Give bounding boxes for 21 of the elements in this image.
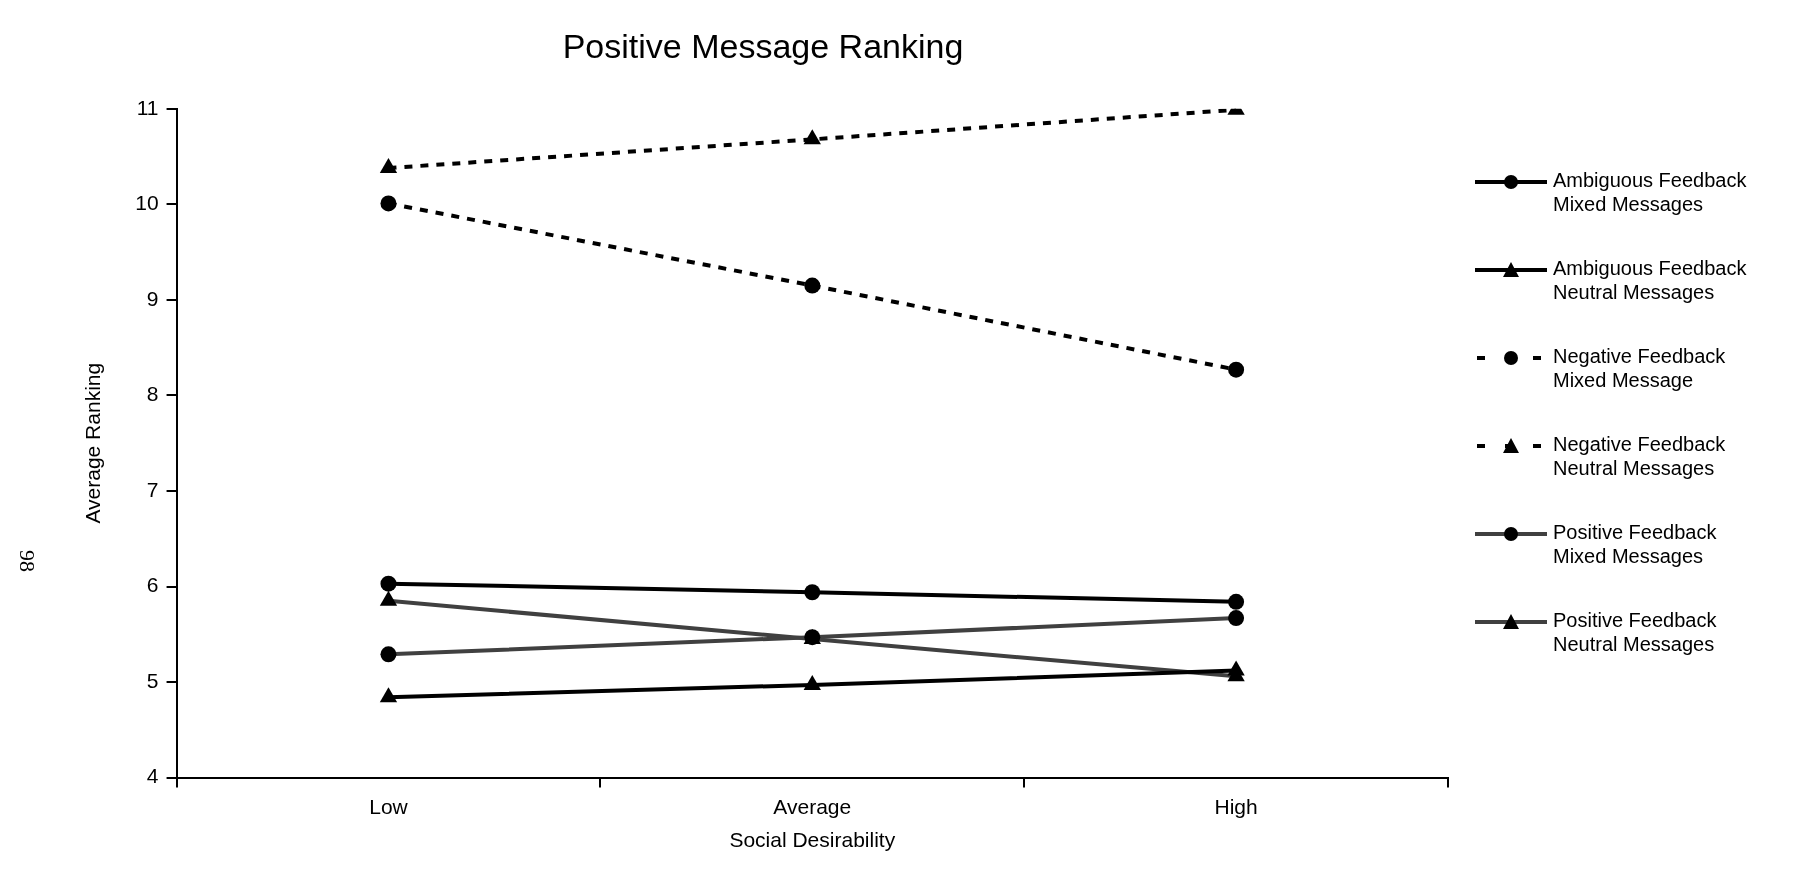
legend-label: Positive Feedback Mixed Messages (1553, 520, 1718, 568)
y-tick-label: 11 (136, 95, 159, 119)
y-axis-title: Average Ranking (81, 362, 105, 524)
y-tick-label: 10 (135, 191, 159, 215)
y-tick-label: 5 (146, 668, 159, 692)
y-tick-label: 8 (146, 382, 159, 406)
legend-label: Positive Feedback Neutral Messages (1553, 608, 1718, 656)
x-tick-label: High (1214, 795, 1258, 818)
y-tick-label: 7 (146, 477, 159, 501)
y-tick-label: 9 (146, 286, 159, 310)
chart-title: Positive Message Ranking (562, 26, 964, 65)
x-tick-label: Low (369, 795, 409, 818)
y-tick-label: 4 (146, 764, 159, 788)
text: 98 (14, 550, 40, 572)
legend-label: Negative Feedback Mixed Message (1553, 344, 1727, 392)
legend-label: Ambiguous Feedback Neutral Messages (1553, 256, 1748, 304)
y-tick-label: 6 (146, 573, 159, 597)
legend-label: Negative Feedback Neutral Messages (1553, 432, 1727, 480)
legend-label: Ambiguous Feedback Mixed Messages (1553, 168, 1748, 216)
x-axis-title: Social Desirability (729, 828, 896, 852)
x-tick-label: Average (773, 795, 852, 818)
